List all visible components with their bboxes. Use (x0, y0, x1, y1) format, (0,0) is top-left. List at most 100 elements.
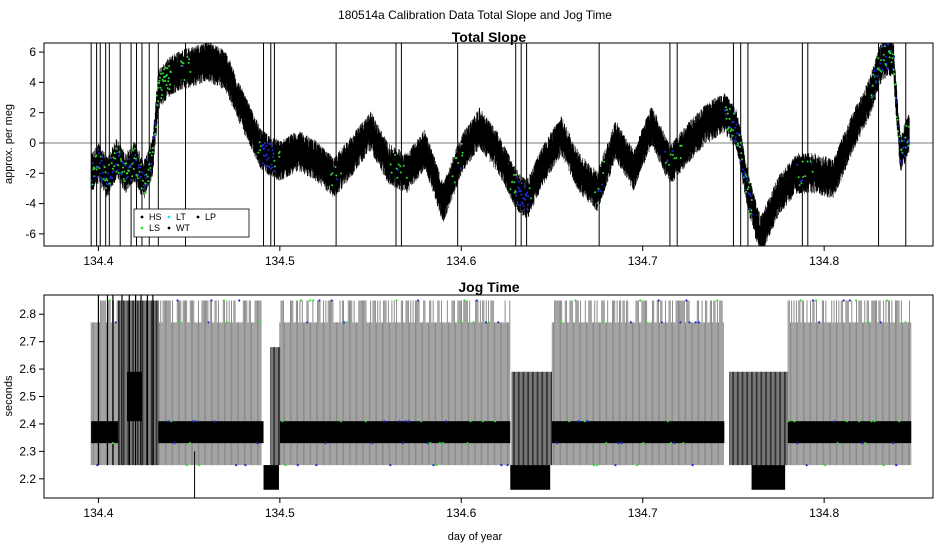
total-slope-data-point (461, 154, 464, 157)
total-slope-data-point (108, 163, 110, 166)
jog-time-data-point (441, 442, 444, 445)
total-slope-data-point (514, 190, 517, 193)
total-slope-data-point (263, 147, 266, 150)
jog-time-data-point (669, 442, 673, 445)
jog-time-dense-band (552, 421, 725, 444)
total-slope-data-point (520, 182, 523, 185)
total-slope-data-point (145, 157, 148, 160)
total-slope-data-point (271, 149, 274, 152)
total-slope-data-point (99, 172, 102, 175)
total-slope-data-point (739, 160, 742, 162)
jog-time-y-tick-label: 2.2 (19, 472, 36, 486)
total-slope-data-point (136, 177, 139, 180)
total-slope-data-point (743, 175, 746, 178)
jog-time-data-point (114, 321, 117, 324)
total-slope-data-point (147, 168, 150, 171)
jog-time-data-point (435, 464, 438, 467)
jog-time-data-point (602, 321, 605, 324)
total-slope-data-point (524, 198, 527, 201)
total-slope-data-point (799, 180, 802, 183)
total-slope-data-point (735, 132, 738, 135)
total-slope-data-point (887, 43, 890, 46)
total-slope-data-point (139, 175, 142, 178)
jog-time-data-point (892, 442, 895, 445)
total-slope-data-point (263, 154, 265, 157)
total-slope-data-point (104, 171, 107, 174)
total-slope-data-point (744, 188, 747, 191)
total-slope-data-point (800, 182, 803, 185)
jog-time-data-point (469, 420, 472, 423)
jog-time-data-point (460, 321, 463, 324)
total-slope-data-point (335, 178, 338, 181)
total-slope-data-point (515, 191, 518, 194)
total-slope-data-point (155, 94, 158, 97)
jog-time-data-point (173, 442, 176, 445)
total-slope-data-point (724, 109, 727, 112)
total-slope-data-point (335, 174, 338, 177)
total-slope-data-point (99, 155, 102, 158)
total-slope-data-point (96, 176, 99, 179)
total-slope-data-point (519, 204, 522, 207)
total-slope-data-point (122, 166, 124, 169)
total-slope-data-point (188, 58, 191, 61)
jog-time-x-tick-label: 134.7 (628, 506, 658, 520)
total-slope-data-point (162, 80, 165, 83)
jog-time-low-state-block (510, 465, 551, 490)
total-slope-data-point (513, 191, 516, 194)
jog-time-data-point (864, 442, 867, 445)
total-slope-data-point (113, 152, 116, 155)
jog-time-data-point (438, 442, 441, 445)
total-slope-data-point (664, 150, 667, 153)
total-slope-data-point (880, 59, 882, 62)
jog-time-data-layer (90, 295, 912, 498)
total-slope-legend: HS LT LP LS WT (133, 208, 250, 238)
total-slope-data-point (119, 172, 122, 175)
total-slope-data-point (273, 159, 276, 162)
total-slope-data-point (149, 167, 152, 169)
total-slope-data-point (95, 154, 98, 157)
jog-time-data-point (577, 420, 580, 423)
total-slope-data-point (182, 65, 184, 68)
total-slope-data-point (883, 59, 886, 62)
jog-time-panel: Jog Time seconds 134.4 134.5 134.6 134.7 134… (3, 279, 934, 520)
total-slope-data-point (897, 139, 900, 141)
total-slope-x-tick-label: 134.5 (265, 254, 295, 268)
jog-time-data-point (426, 442, 429, 445)
total-slope-data-point (399, 171, 402, 174)
total-slope-data-point (129, 179, 132, 181)
total-slope-y-tick-label: 0 (29, 136, 36, 150)
legend-box (133, 208, 250, 238)
total-slope-data-point (514, 173, 517, 176)
total-slope-data-point (115, 151, 118, 154)
total-slope-data-point (135, 159, 138, 162)
total-slope-y-tick-label: -4 (25, 197, 36, 211)
jog-time-data-point (318, 299, 321, 302)
figure-title: 180514a Calibration Data Total Slope and… (338, 8, 612, 22)
legend-label-lt: LT (176, 212, 186, 222)
total-slope-data-point (122, 178, 125, 180)
total-slope-data-point (334, 165, 337, 168)
total-slope-data-point (119, 158, 122, 160)
total-slope-data-point (330, 173, 333, 176)
total-slope-data-point (729, 130, 732, 133)
jog-time-low-state-block (263, 465, 279, 490)
total-slope-data-point (887, 68, 889, 71)
total-slope-data-point (671, 153, 674, 156)
total-slope-data-point (121, 171, 124, 174)
total-slope-data-point (749, 212, 752, 215)
total-slope-data-point (402, 164, 405, 167)
total-slope-data-point (115, 147, 117, 150)
total-slope-data-point (804, 175, 807, 178)
total-slope-data-point (186, 56, 189, 58)
total-slope-data-point (159, 76, 161, 79)
jog-time-data-point (404, 420, 407, 423)
total-slope-data-point (517, 180, 520, 183)
total-slope-data-point (105, 177, 108, 180)
total-slope-ylabel: approx. per meg (3, 104, 15, 184)
jog-time-data-point (645, 321, 648, 324)
total-slope-plot-frame (43, 42, 934, 247)
jog-time-data-point (463, 299, 466, 302)
total-slope-data-point (138, 170, 141, 173)
jog-time-data-point (787, 420, 790, 423)
total-slope-data-point (166, 87, 169, 90)
